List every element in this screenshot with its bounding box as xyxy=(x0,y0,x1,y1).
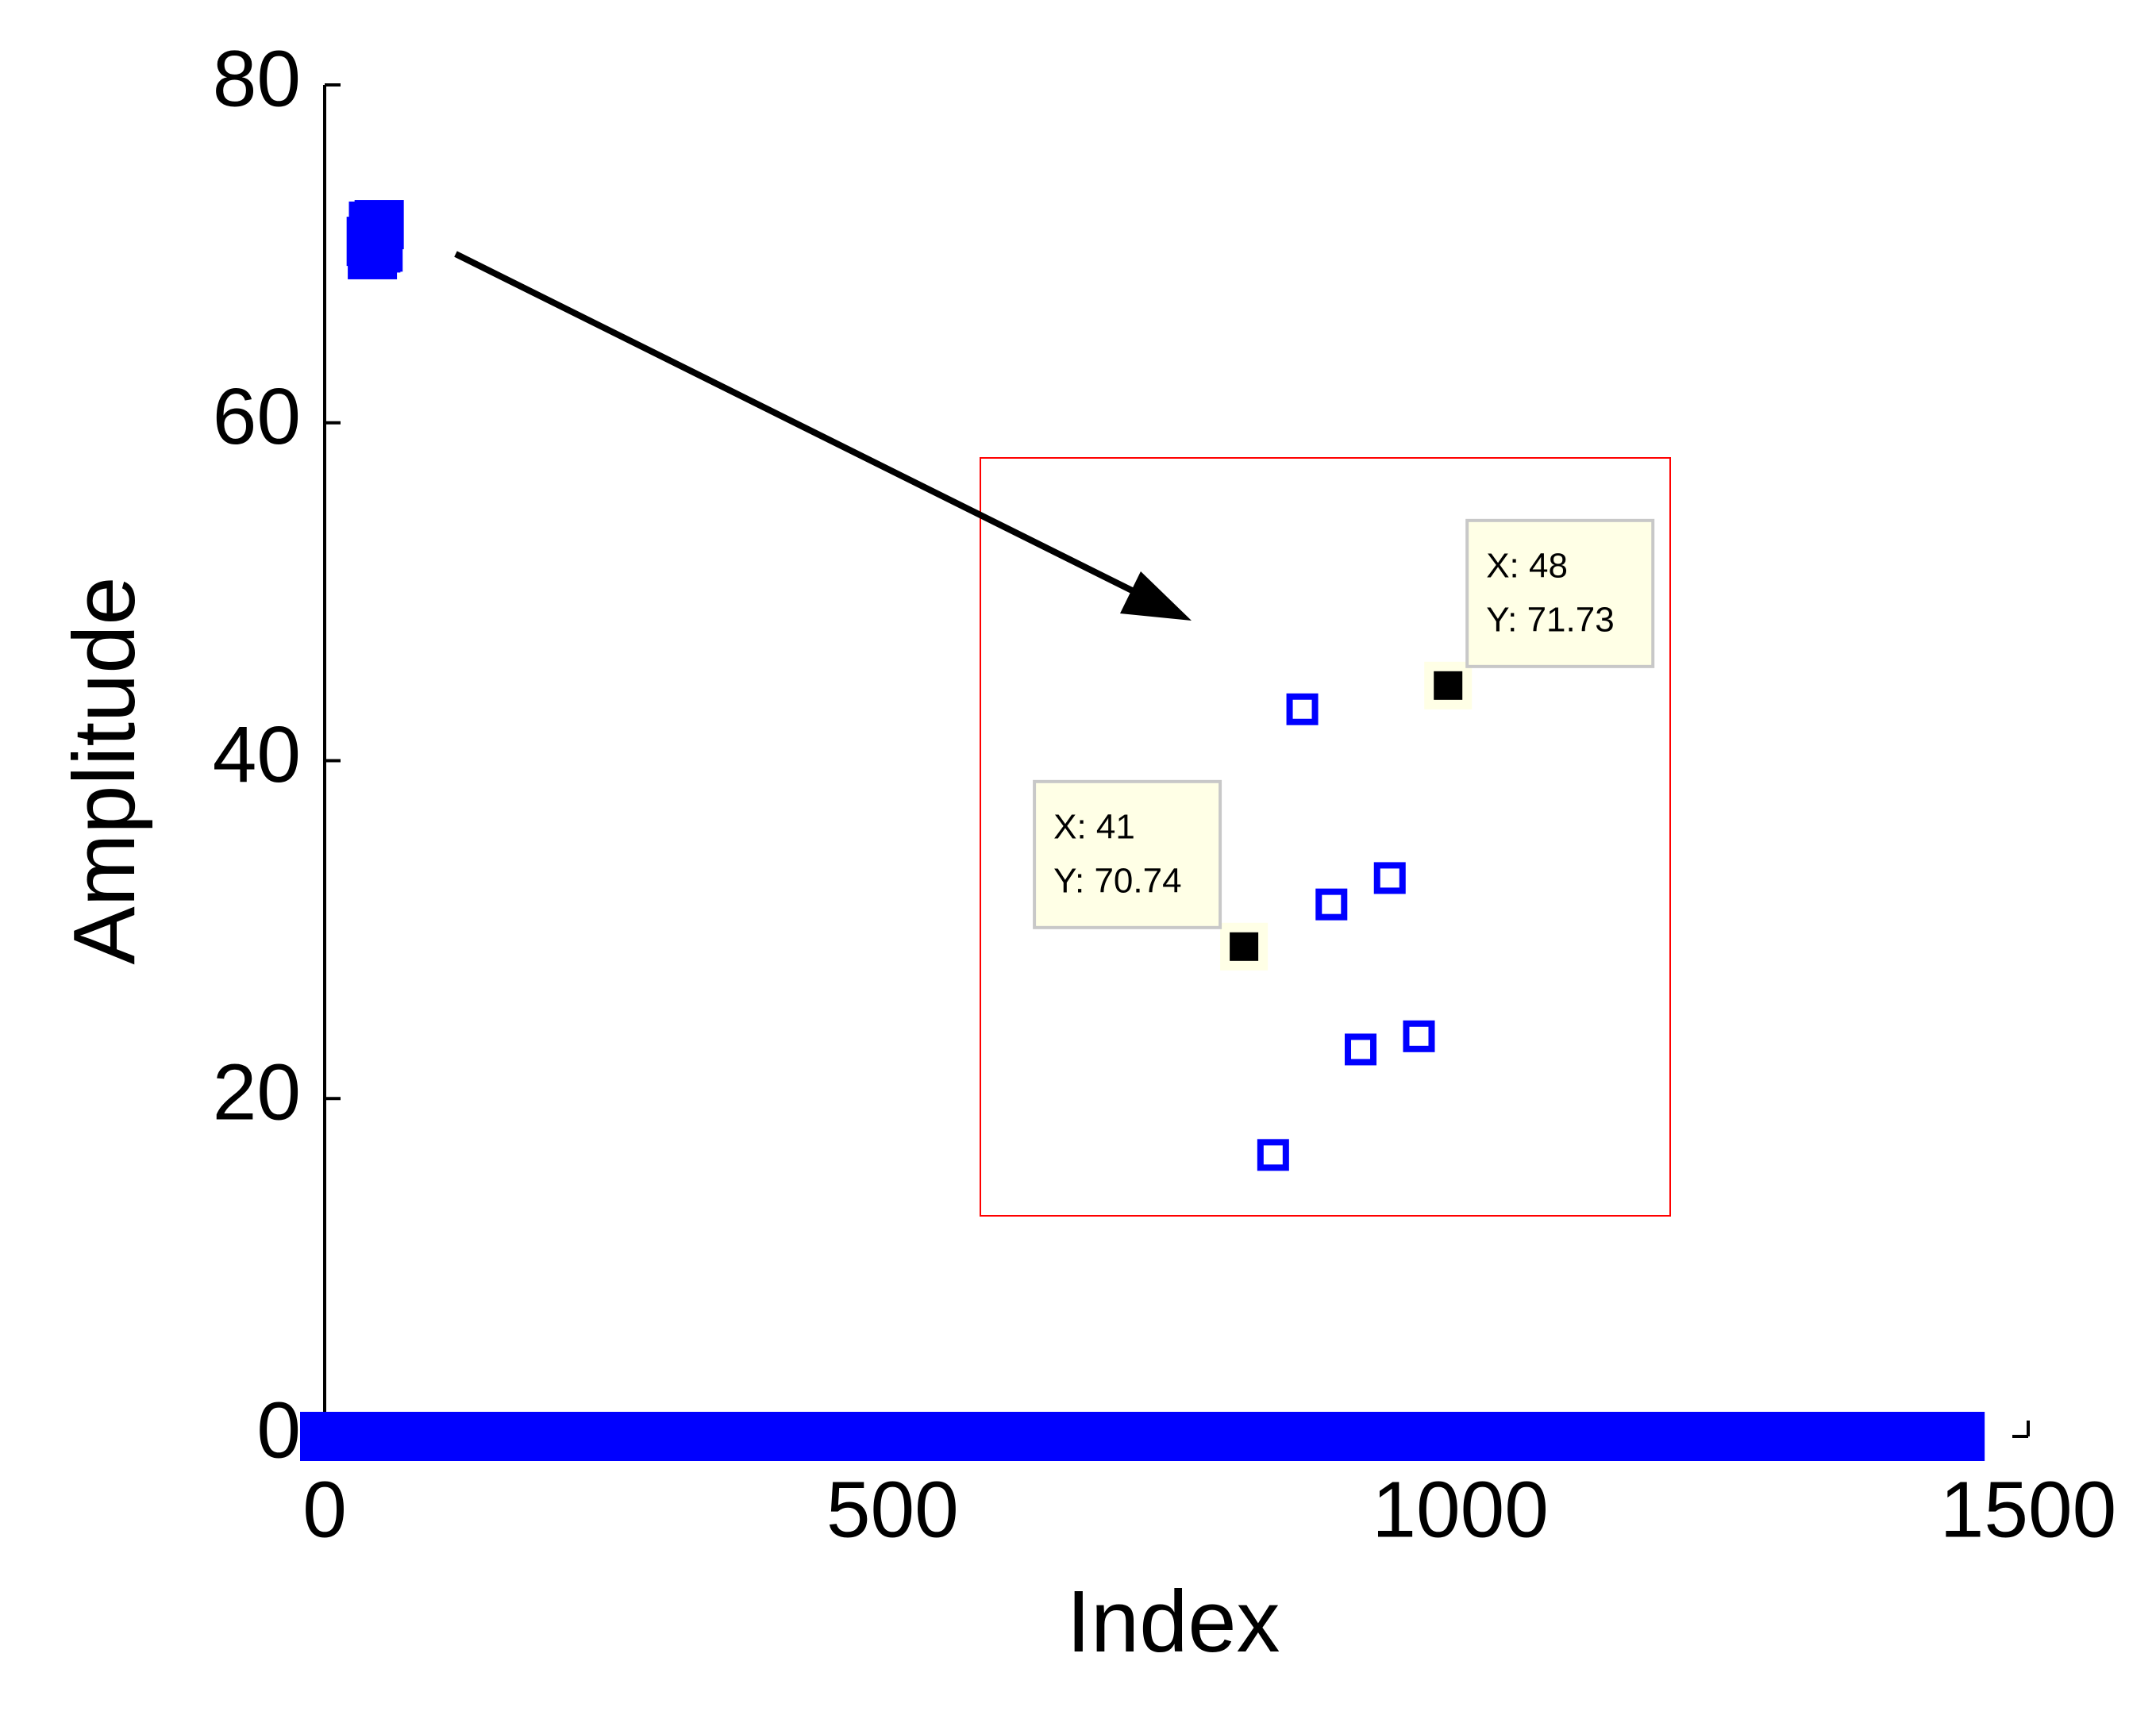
x-tick-label: 1000 xyxy=(1372,1465,1548,1554)
marker xyxy=(1208,1412,1258,1461)
marker xyxy=(1253,1412,1303,1461)
marker xyxy=(1754,1412,1804,1461)
marker xyxy=(845,1412,895,1461)
marker xyxy=(1072,1412,1122,1461)
datatip-text: Y: 71.73 xyxy=(1486,600,1614,639)
inset-marker xyxy=(1345,1033,1377,1066)
x-tick-label: 1500 xyxy=(1940,1465,2116,1554)
marker xyxy=(1889,1412,1939,1461)
inset-marker xyxy=(1257,1139,1289,1171)
inset-marker xyxy=(1403,1020,1435,1052)
marker xyxy=(890,1412,940,1461)
marker xyxy=(391,1412,441,1461)
marker xyxy=(1390,1412,1440,1461)
marker xyxy=(754,1412,804,1461)
y-tick-label: 0 xyxy=(256,1386,301,1475)
y-tick-label: 40 xyxy=(213,710,301,799)
marker xyxy=(1844,1412,1894,1461)
y-tick-label: 20 xyxy=(213,1048,301,1137)
marker xyxy=(300,1412,349,1461)
marker xyxy=(1572,1412,1622,1461)
y-axis-label: Amplitude xyxy=(56,576,153,964)
marker xyxy=(1617,1412,1667,1461)
marker xyxy=(709,1412,759,1461)
arrow-shaft xyxy=(454,251,1145,599)
marker xyxy=(345,1412,395,1461)
marker xyxy=(1480,1412,1530,1461)
marker xyxy=(1708,1412,1758,1461)
marker xyxy=(1345,1412,1395,1461)
marker xyxy=(481,1412,531,1461)
marker xyxy=(981,1412,1031,1461)
y-tick-label: 80 xyxy=(213,34,301,123)
inset-marker xyxy=(1315,888,1348,921)
x-axis-label: Index xyxy=(1066,1573,1280,1671)
marker xyxy=(1935,1412,1985,1461)
marker xyxy=(1026,1412,1076,1461)
x-tick-label: 500 xyxy=(826,1465,959,1554)
arrow-head xyxy=(1120,571,1192,621)
inset-marker xyxy=(1286,693,1319,725)
marker xyxy=(1662,1412,1712,1461)
datatip-text: X: 41 xyxy=(1053,807,1135,846)
marker xyxy=(436,1412,486,1461)
marker xyxy=(1527,1412,1577,1461)
marker xyxy=(354,200,404,250)
marker xyxy=(527,1412,577,1461)
marker xyxy=(799,1412,849,1461)
datatip-text: Y: 70.74 xyxy=(1053,861,1181,900)
zoom-inset-frame xyxy=(980,457,1671,1217)
marker xyxy=(936,1412,986,1461)
marker xyxy=(663,1412,713,1461)
datatip-box xyxy=(1033,779,1222,929)
marker xyxy=(1435,1412,1485,1461)
datatip-box xyxy=(1465,518,1655,668)
marker xyxy=(1299,1412,1349,1461)
datatip-text: X: 48 xyxy=(1486,546,1568,585)
marker xyxy=(618,1412,668,1461)
datatip-marker xyxy=(1230,932,1259,961)
marker xyxy=(1799,1412,1849,1461)
x-tick-label: 0 xyxy=(302,1465,347,1554)
inset-marker xyxy=(1373,862,1406,894)
y-tick-label: 60 xyxy=(213,372,301,461)
datatip-marker xyxy=(1434,671,1463,700)
marker xyxy=(1118,1412,1168,1461)
marker xyxy=(1163,1412,1213,1461)
marker xyxy=(572,1412,622,1461)
